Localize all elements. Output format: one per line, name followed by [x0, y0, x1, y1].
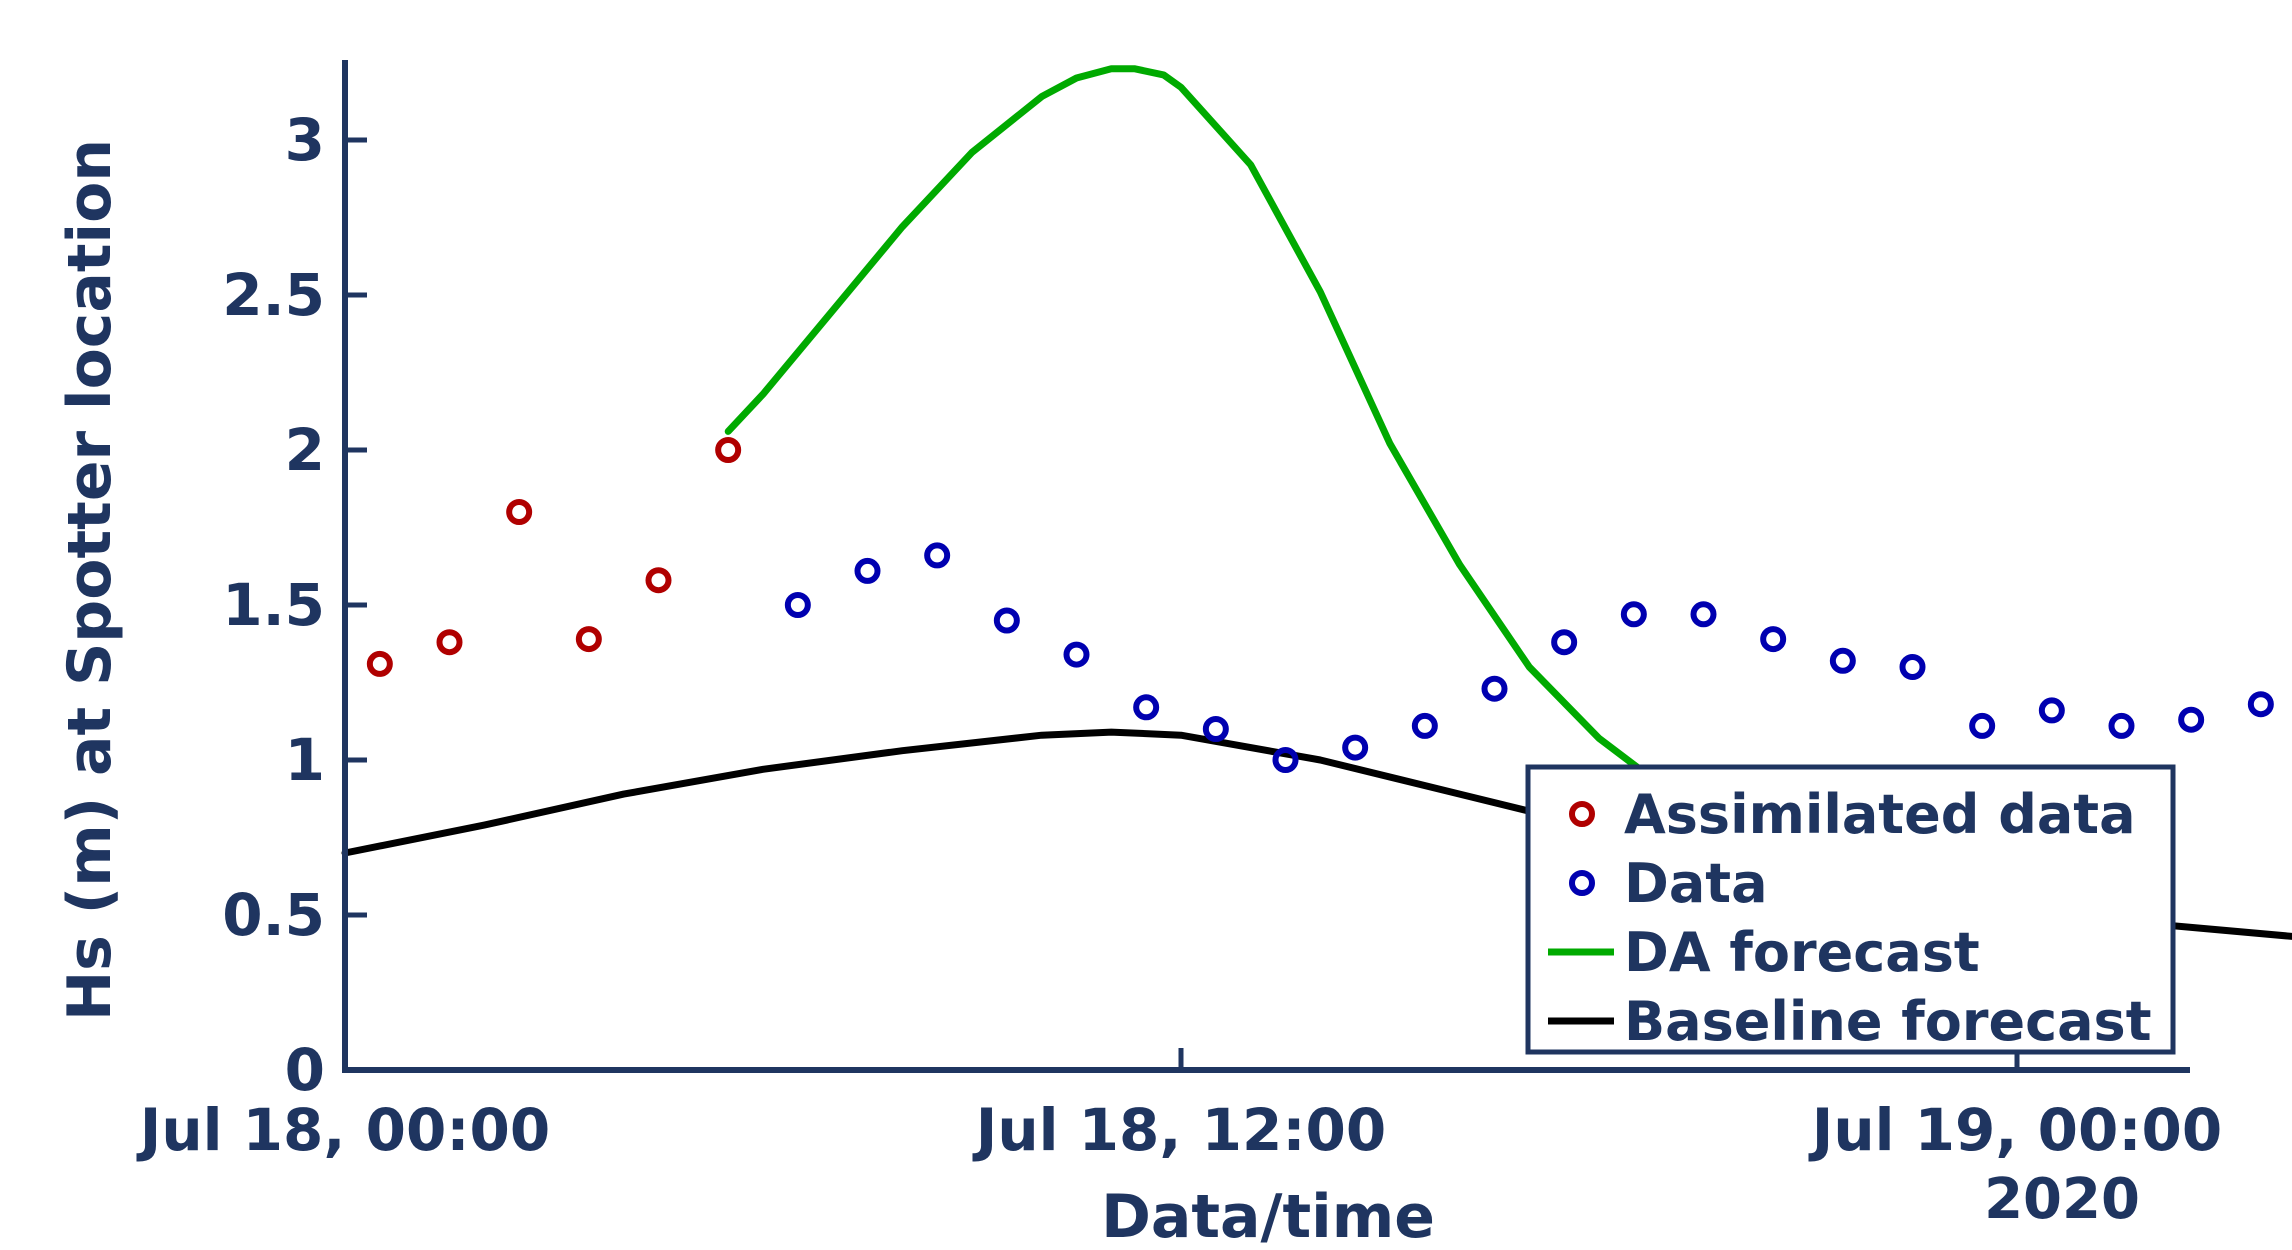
assimilated-data-point: [575, 626, 602, 653]
data-point: [784, 592, 811, 618]
data-point: [1829, 647, 1856, 674]
x-tick-label: Jul 18, 12:00: [972, 1096, 1387, 1164]
legend-label-data: Data: [1624, 852, 1768, 915]
legend-box: [1525, 764, 2176, 1055]
y-tick-label: 3: [285, 106, 325, 174]
x-ticks: Jul 18, 00:00 Jul 18, 12:00 Jul 19, 00:00: [136, 1048, 2223, 1164]
data-point: [1481, 675, 1508, 702]
x-tick-label: Jul 19, 00:00: [1808, 1096, 2223, 1164]
x-axis-label: Data/time: [1101, 1182, 1435, 1250]
data-point: [1690, 601, 1717, 628]
data-point: [1202, 716, 1229, 742]
y-tick-label: 1.5: [222, 571, 325, 639]
data-point: [2038, 697, 2065, 724]
data-point: [1063, 641, 1090, 668]
data-point: [1969, 712, 1996, 739]
legend-marker-data: [1569, 870, 1595, 896]
legend-label-assimilated-data: Assimilated data: [1624, 783, 2136, 846]
data-point: [1551, 629, 1578, 656]
assimilated-data-point: [506, 499, 533, 525]
x-secondary-label: 2020: [1984, 1167, 2140, 1232]
data-point: [2247, 691, 2274, 718]
legend-label-baseline-forecast: Baseline forecast: [1624, 990, 2152, 1053]
data-point: [924, 542, 951, 569]
data-point: [1620, 601, 1647, 628]
data-point: [1411, 712, 1438, 739]
y-ticks: 0 0.5 1 1.5 2 2.5 3: [222, 106, 367, 1104]
data-point: [854, 557, 881, 584]
y-tick-label: 2.5: [222, 261, 325, 329]
y-axis-label: Hs (m) at Spotter location: [55, 139, 125, 1021]
assimilated-data-point: [436, 629, 463, 656]
data-point: [1133, 694, 1160, 721]
assimilated-data-point: [715, 437, 742, 463]
y-tick-label: 0.5: [222, 881, 325, 949]
data-point: [2108, 712, 2135, 739]
data-point: [1899, 654, 1926, 680]
y-tick-label: 2: [285, 416, 325, 484]
legend-label-da-forecast: DA forecast: [1624, 921, 1980, 984]
x-tick-label: Jul 18, 00:00: [136, 1096, 551, 1164]
data-point: [993, 607, 1020, 634]
data-point: [1342, 734, 1369, 761]
data-point: [1272, 747, 1299, 773]
assimilated-data-point: [645, 567, 672, 594]
da-forecast-line: [724, 65, 1742, 814]
legend-marker-assimilated-data: [1569, 801, 1595, 827]
assimilated-data-point: [366, 650, 393, 677]
data-point: [2178, 706, 2205, 733]
y-tick-label: 1: [285, 726, 325, 794]
data-point: [1760, 626, 1787, 653]
y-tick-label: 0: [285, 1036, 325, 1104]
